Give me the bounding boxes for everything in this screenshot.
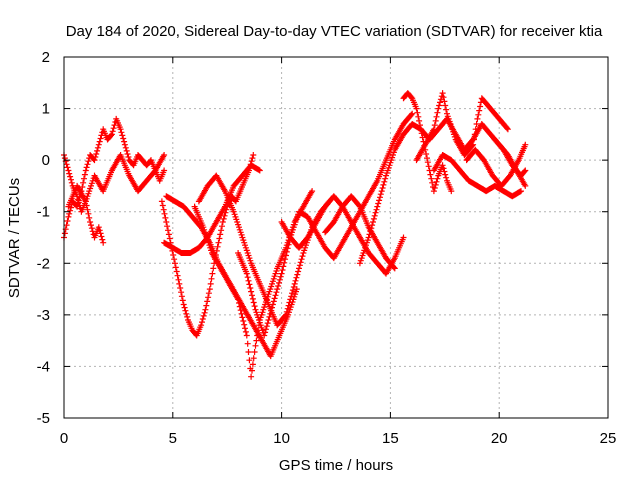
marker-trace bbox=[235, 110, 416, 339]
x-tick-label: 0 bbox=[60, 430, 68, 447]
marker-trace bbox=[491, 136, 529, 179]
series-sat-track-9 bbox=[235, 110, 416, 339]
y-tick-label: 1 bbox=[42, 101, 50, 118]
y-tick-label: -1 bbox=[37, 204, 50, 221]
series-sat-track-3 bbox=[65, 152, 168, 210]
marker-trace bbox=[322, 193, 398, 272]
y-tick-label: -5 bbox=[37, 410, 50, 427]
series-sat-track-16 bbox=[463, 141, 529, 189]
y-tick-label: -2 bbox=[37, 255, 50, 272]
axis-ticks bbox=[63, 56, 609, 419]
marker-trace bbox=[65, 152, 168, 210]
y-tick-label: 0 bbox=[42, 152, 50, 169]
marker-trace bbox=[413, 90, 511, 164]
marker-trace bbox=[430, 152, 524, 200]
tick-labels: 0 5 10 15 20 25 -5 -4 -3 -2 -1 0 1 2 bbox=[37, 49, 617, 447]
x-tick-label: 25 bbox=[600, 430, 617, 447]
y-tick-label: -3 bbox=[37, 307, 50, 324]
series-sat-track-11 bbox=[322, 193, 398, 272]
y-tick-label: 2 bbox=[42, 49, 50, 66]
x-tick-label: 20 bbox=[491, 430, 508, 447]
x-axis-label: GPS time / hours bbox=[279, 457, 393, 474]
plot-frame bbox=[63, 56, 609, 419]
marker-trace bbox=[463, 141, 529, 189]
x-tick-label: 10 bbox=[273, 430, 290, 447]
series-sat-track-17 bbox=[491, 136, 529, 179]
series-sat-track-15 bbox=[430, 152, 524, 200]
y-axis-label: SDTVAR / TECUs bbox=[6, 178, 23, 298]
x-tick-label: 5 bbox=[169, 430, 177, 447]
chart-title: Day 184 of 2020, Sidereal Day-to-day VTE… bbox=[66, 23, 603, 40]
y-tick-label: -4 bbox=[37, 358, 50, 375]
x-tick-label: 15 bbox=[382, 430, 399, 447]
series-sat-track-14 bbox=[413, 90, 511, 164]
